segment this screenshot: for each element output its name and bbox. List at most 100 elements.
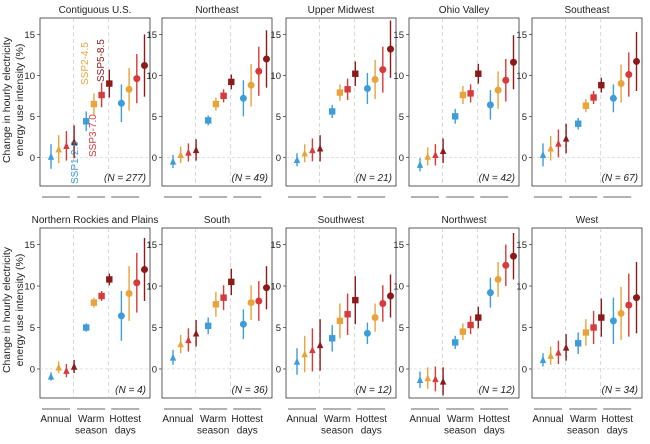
panel-frame [531, 17, 643, 187]
x-group-label: Warm season [321, 414, 353, 437]
data-point-triangle [293, 357, 301, 365]
data-point-triangle [185, 148, 192, 156]
data-point-circle [486, 289, 494, 297]
data-point-circle [387, 292, 394, 300]
data-point-circle [141, 62, 148, 70]
data-point-square [83, 118, 90, 125]
data-point-circle [125, 85, 133, 93]
x-group-label: Hottest days [478, 414, 510, 437]
data-point-circle [247, 299, 255, 307]
ytick-label: 15 [24, 240, 35, 251]
legend-label: SSP1-2.6 [70, 141, 81, 184]
data-point-square [228, 278, 235, 286]
panel: South 0 5 10 15 (N = 36) Annual Warm seasonHotte… [146, 215, 273, 437]
data-point-circle [510, 252, 517, 260]
data-point-square [598, 82, 605, 89]
data-point-circle [125, 290, 133, 298]
data-point-square [582, 329, 590, 336]
data-point-triangle [70, 362, 78, 370]
data-point-circle [625, 301, 633, 309]
data-point-triangle [301, 350, 308, 358]
x-group-label: Warm season [567, 414, 599, 437]
data-point-triangle [185, 336, 192, 344]
data-point-triangle [70, 137, 78, 145]
legend-label: SSP5-8.5 [96, 39, 107, 82]
x-group-label: Warm season [444, 414, 476, 437]
panel-frame [161, 227, 273, 399]
data-point-triangle [316, 341, 324, 349]
data-point-circle [263, 284, 270, 292]
data-point-square [90, 100, 98, 108]
data-point-circle [502, 261, 510, 269]
ytick-label: 10 [146, 282, 157, 293]
legend-label: SSP3-7.0 [88, 114, 99, 157]
ytick-label: 10 [24, 71, 35, 82]
sample-size-label: (N = 36) [232, 385, 268, 396]
ylabel-bottom: Change in hourly electricityenergy use i… [1, 246, 26, 373]
data-point-circle [255, 67, 263, 75]
data-point-triangle [416, 375, 424, 383]
ytick-label: 15 [516, 30, 527, 41]
data-point-circle [133, 279, 141, 287]
ytick-label: 5 [152, 112, 157, 123]
sample-size-label: (N = 67) [602, 173, 638, 184]
data-point-square [205, 322, 212, 330]
data-point-square [344, 311, 351, 318]
data-point-triangle [562, 134, 570, 142]
ytick-label: 0 [152, 364, 157, 375]
sample-size-label: (N = 42) [479, 173, 515, 184]
panel-title: South [204, 215, 230, 226]
data-point-square [452, 339, 459, 346]
ytick-label: 15 [146, 30, 157, 41]
x-group-label: Annual [532, 414, 563, 425]
ytick-label: 5 [152, 323, 157, 334]
data-point-square [475, 314, 482, 321]
ytick-label: 10 [24, 282, 35, 293]
panel: Northern Rockies and Plains 0 5 10 15 (N = 4)… [24, 215, 158, 437]
data-point-triangle [547, 351, 554, 359]
data-point-circle [255, 297, 263, 305]
data-point-circle [263, 55, 270, 63]
data-point-circle [617, 80, 625, 88]
data-point-circle [486, 101, 494, 109]
ytick-label: 0 [30, 153, 35, 164]
panel-title: Northeast [195, 5, 239, 16]
data-point-circle [609, 317, 617, 325]
panel: Contiguous U.S. 0 5 10 15 (N = 277) [24, 5, 151, 198]
ytick-label: 5 [30, 112, 35, 123]
data-point-triangle [301, 149, 308, 157]
data-point-triangle [192, 329, 200, 337]
data-point-square [212, 100, 220, 108]
ytick-label: 10 [393, 282, 404, 293]
x-group-label: Hottest days [355, 414, 387, 437]
ytick-label: 15 [146, 240, 157, 251]
data-point-triangle [169, 157, 177, 165]
x-group-label: Hottest days [601, 414, 633, 437]
data-point-triangle [177, 151, 184, 159]
data-point-triangle [432, 151, 439, 159]
ytick-label: 10 [270, 71, 281, 82]
panel: Upper Midwest 0 5 10 15 (N = 21) [270, 5, 397, 198]
data-point-square [98, 91, 105, 99]
panel-title: Northern Rockies and Plains [32, 215, 159, 226]
data-point-square [598, 314, 605, 321]
ytick-label: 10 [270, 282, 281, 293]
x-group-label: Warm season [75, 414, 107, 437]
panel-frame [531, 227, 643, 399]
data-point-triangle [169, 353, 177, 361]
ytick-label: 10 [393, 71, 404, 82]
x-group-label: Annual [409, 414, 440, 425]
ytick-label: 15 [270, 30, 281, 41]
x-group-label: Warm season [197, 414, 229, 437]
data-point-square [90, 299, 98, 306]
data-point-square [452, 113, 459, 120]
panel-title: Southwest [318, 215, 365, 226]
ytick-label: 0 [30, 364, 35, 375]
ytick-label: 0 [522, 153, 527, 164]
panel-title: Upper Midwest [308, 5, 375, 16]
sample-size-label: (N = 277) [104, 173, 146, 184]
panel-title: Southeast [564, 5, 609, 16]
sample-size-label: (N = 12) [479, 385, 515, 396]
data-point-triangle [47, 372, 55, 380]
